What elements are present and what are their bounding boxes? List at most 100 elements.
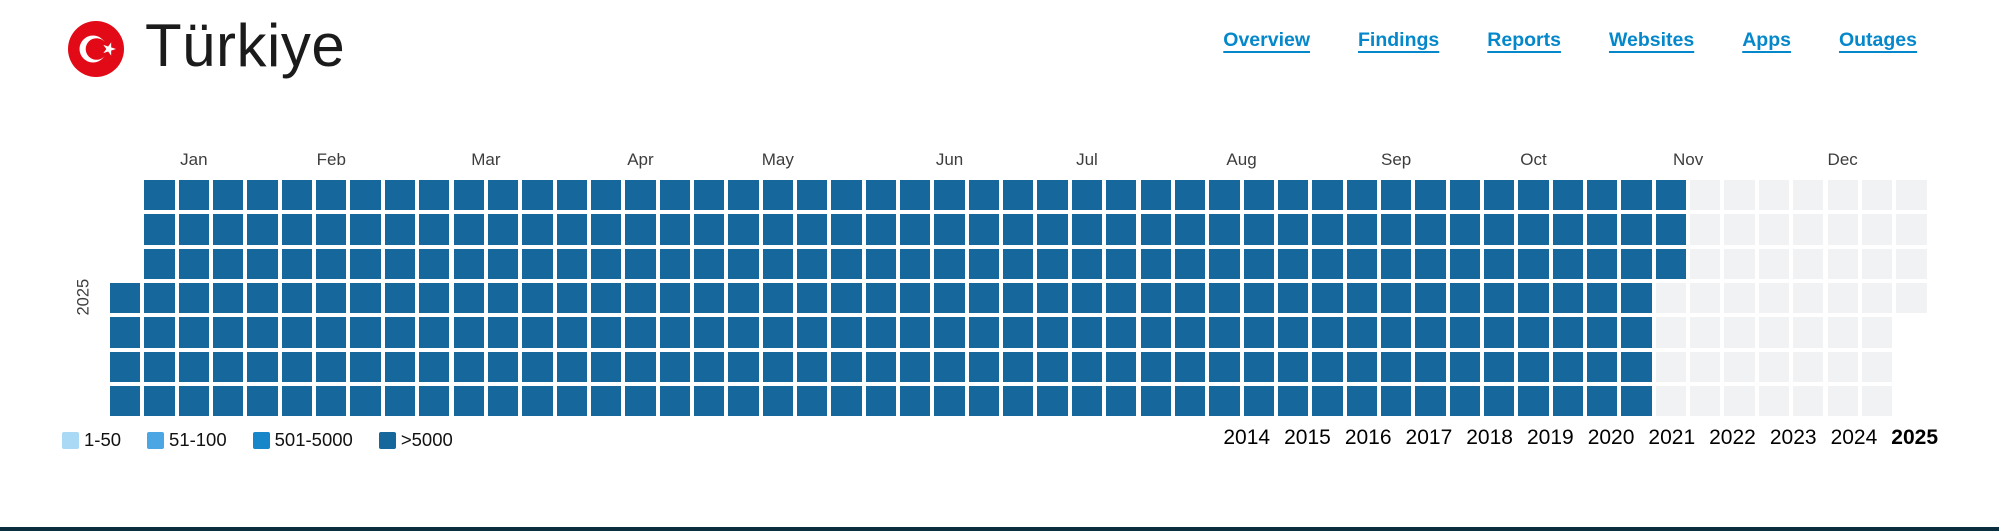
day-cell[interactable] [1106,214,1137,245]
day-cell[interactable] [625,386,656,417]
day-cell[interactable] [1861,283,1893,314]
day-cell[interactable] [1312,180,1343,211]
day-cell[interactable] [590,214,622,245]
day-cell[interactable] [453,317,484,348]
day-cell[interactable] [522,283,553,314]
day-cell[interactable] [1655,214,1687,245]
day-cell[interactable] [1449,386,1480,417]
day-cell[interactable] [350,386,381,417]
day-cell[interactable] [316,180,347,211]
day-cell[interactable] [1552,180,1584,211]
day-cell[interactable] [350,180,381,211]
day-cell[interactable] [1621,248,1652,280]
day-cell[interactable] [247,317,278,348]
day-cell[interactable] [831,180,862,211]
day-cell[interactable] [625,351,656,383]
day-cell[interactable] [934,214,965,245]
day-cell[interactable] [831,317,862,348]
day-cell[interactable] [1071,248,1103,280]
day-cell[interactable] [831,386,862,417]
day-cell[interactable] [1415,386,1446,417]
day-cell[interactable] [659,386,690,417]
day-cell[interactable] [1621,386,1652,417]
day-cell[interactable] [797,283,828,314]
day-cell[interactable] [693,351,725,383]
year-option-2025[interactable]: 2025 [1891,426,1938,449]
day-cell[interactable] [419,283,450,314]
day-cell[interactable] [1655,180,1687,211]
day-cell[interactable] [1690,214,1721,245]
day-cell[interactable] [1415,317,1446,348]
day-cell[interactable] [247,351,278,383]
day-cell[interactable] [144,248,175,280]
day-cell[interactable] [1724,180,1755,211]
day-cell[interactable] [1243,386,1274,417]
day-cell[interactable] [934,317,965,348]
day-cell[interactable] [1174,283,1206,314]
day-cell[interactable] [900,283,931,314]
day-cell[interactable] [247,180,278,211]
day-cell[interactable] [693,283,725,314]
day-cell[interactable] [1106,248,1137,280]
day-cell[interactable] [1071,351,1103,383]
day-cell[interactable] [1449,317,1480,348]
day-cell[interactable] [1380,180,1412,211]
day-cell[interactable] [762,351,793,383]
year-option-2024[interactable]: 2024 [1830,426,1878,449]
day-cell[interactable] [1690,317,1721,348]
day-cell[interactable] [693,386,725,417]
day-cell[interactable] [1037,351,1068,383]
day-cell[interactable] [1758,283,1790,314]
day-cell[interactable] [1312,248,1343,280]
day-cell[interactable] [384,180,416,211]
year-option-2019[interactable]: 2019 [1526,426,1574,449]
day-cell[interactable] [1277,214,1309,245]
day-cell[interactable] [144,317,175,348]
day-cell[interactable] [1243,317,1274,348]
day-cell[interactable] [1209,180,1240,211]
day-cell[interactable] [1587,351,1618,383]
day-cell[interactable] [968,248,1000,280]
day-cell[interactable] [419,248,450,280]
day-cell[interactable] [487,283,519,314]
day-cell[interactable] [1106,351,1137,383]
day-cell[interactable] [1037,248,1068,280]
day-cell[interactable] [1071,283,1103,314]
day-cell[interactable] [178,351,210,383]
day-cell[interactable] [1518,214,1549,245]
day-cell[interactable] [281,214,313,245]
day-cell[interactable] [831,248,862,280]
day-cell[interactable] [1518,351,1549,383]
year-option-2014[interactable]: 2014 [1223,426,1271,449]
day-cell[interactable] [625,180,656,211]
day-cell[interactable] [1312,351,1343,383]
day-cell[interactable] [316,386,347,417]
day-cell[interactable] [1003,214,1034,245]
day-cell[interactable] [728,180,759,211]
day-cell[interactable] [316,248,347,280]
day-cell[interactable] [522,317,553,348]
day-cell[interactable] [728,351,759,383]
day-cell[interactable] [1518,386,1549,417]
day-cell[interactable] [1587,386,1618,417]
day-cell[interactable] [1621,351,1652,383]
day-cell[interactable] [1449,283,1480,314]
day-cell[interactable] [1174,180,1206,211]
day-cell[interactable] [1690,283,1721,314]
day-cell[interactable] [487,180,519,211]
day-cell[interactable] [1312,317,1343,348]
day-cell[interactable] [1346,351,1377,383]
day-cell[interactable] [1106,180,1137,211]
day-cell[interactable] [487,351,519,383]
day-cell[interactable] [1243,248,1274,280]
day-cell[interactable] [865,386,897,417]
day-cell[interactable] [900,317,931,348]
day-cell[interactable] [1380,351,1412,383]
year-option-2016[interactable]: 2016 [1344,426,1392,449]
day-cell[interactable] [1106,317,1137,348]
day-cell[interactable] [1758,248,1790,280]
day-cell[interactable] [1312,386,1343,417]
day-cell[interactable] [1861,386,1893,417]
day-cell[interactable] [213,214,244,245]
day-cell[interactable] [1518,180,1549,211]
